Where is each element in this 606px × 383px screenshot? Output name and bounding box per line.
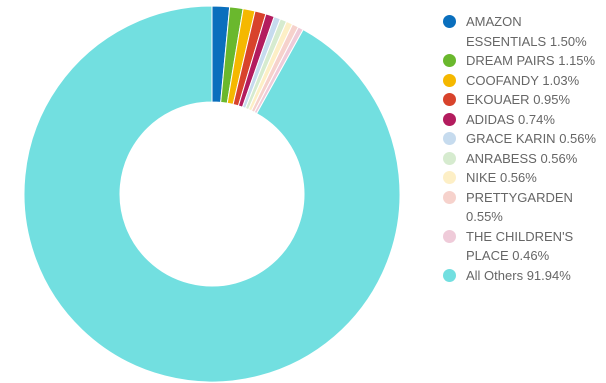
donut-chart-svg [23, 5, 401, 383]
legend-swatch-10 [443, 268, 456, 282]
legend-value-8: 0.55% [466, 209, 503, 224]
legend-item-3[interactable]: EKOUAER 0.95% [438, 90, 603, 110]
donut-slice-10[interactable] [23, 5, 401, 383]
legend-item-6[interactable]: ANRABESS 0.56% [438, 149, 603, 169]
legend-label-0: AMAZON ESSENTIALS 1.50% [466, 12, 603, 51]
legend-item-10[interactable]: All Others 91.94% [438, 266, 603, 286]
legend-item-0[interactable]: AMAZON ESSENTIALS 1.50% [438, 12, 603, 51]
legend-item-2[interactable]: COOFANDY 1.03% [438, 71, 603, 91]
legend-name-9: THE CHILDREN'S PLACE [466, 228, 574, 264]
legend-value-3: 0.95% [533, 92, 571, 107]
legend-item-1[interactable]: DREAM PAIRS 1.15% [438, 51, 603, 71]
legend-label-8: PRETTYGARDEN 0.55% [466, 188, 603, 227]
legend-name-3: EKOUAER [466, 92, 530, 107]
legend-value-10: 91.94% [526, 267, 571, 283]
legend-name-6: ANRABESS [466, 150, 537, 166]
legend-item-7[interactable]: NIKE 0.56% [438, 168, 603, 188]
donut-chart [23, 5, 401, 383]
legend-item-9[interactable]: THE CHILDREN'S PLACE 0.46% [438, 227, 603, 266]
legend-name-1: DREAM PAIRS [466, 53, 555, 68]
legend-value-6: 0.56% [540, 150, 578, 166]
legend-value-2: 1.03% [542, 72, 580, 88]
legend-name-0: AMAZON ESSENTIALS [466, 14, 547, 49]
legend-value-7: 0.56% [499, 170, 537, 185]
legend-name-10: All Others [466, 267, 524, 283]
legend-label-3: EKOUAER 0.95% [466, 90, 603, 110]
legend-name-2: COOFANDY [466, 72, 539, 88]
legend-value-0: 1.50% [549, 33, 587, 49]
legend-value-4: 0.74% [518, 111, 555, 127]
legend-name-4: ADIDAS [466, 111, 515, 127]
legend-swatch-8 [443, 190, 456, 204]
chart-legend: AMAZON ESSENTIALS 1.50% DREAM PAIRS 1.15%… [438, 12, 603, 285]
legend-label-6: ANRABESS 0.56% [466, 149, 603, 169]
legend-name-7: NIKE [466, 170, 497, 185]
legend-item-5[interactable]: GRACE KARIN 0.56% [438, 129, 603, 149]
legend-swatch-6 [443, 151, 456, 165]
legend-label-2: COOFANDY 1.03% [466, 71, 603, 91]
legend-swatch-2 [443, 73, 456, 87]
legend-swatch-3 [443, 93, 456, 106]
legend-label-10: All Others 91.94% [466, 266, 603, 286]
legend-label-9: THE CHILDREN'S PLACE 0.46% [466, 227, 603, 266]
legend-item-4[interactable]: ADIDAS 0.74% [438, 110, 603, 130]
legend-swatch-0 [443, 15, 456, 28]
legend-swatch-5 [443, 132, 456, 145]
legend-swatch-9 [443, 229, 456, 243]
legend-label-1: DREAM PAIRS 1.15% [466, 51, 603, 71]
legend-swatch-4 [443, 112, 456, 126]
legend-label-5: GRACE KARIN 0.56% [466, 129, 603, 149]
legend-label-4: ADIDAS 0.74% [466, 110, 603, 130]
legend-name-5: GRACE KARIN [466, 131, 556, 146]
legend-swatch-1 [443, 54, 456, 67]
legend-value-1: 1.15% [558, 53, 596, 68]
legend-value-9: 0.46% [512, 248, 550, 263]
legend-label-7: NIKE 0.56% [466, 168, 603, 188]
legend-item-8[interactable]: PRETTYGARDEN 0.55% [438, 188, 603, 227]
legend-swatch-7 [443, 171, 456, 184]
legend-value-5: 0.56% [559, 131, 597, 146]
legend-name-8: PRETTYGARDEN [466, 189, 573, 205]
